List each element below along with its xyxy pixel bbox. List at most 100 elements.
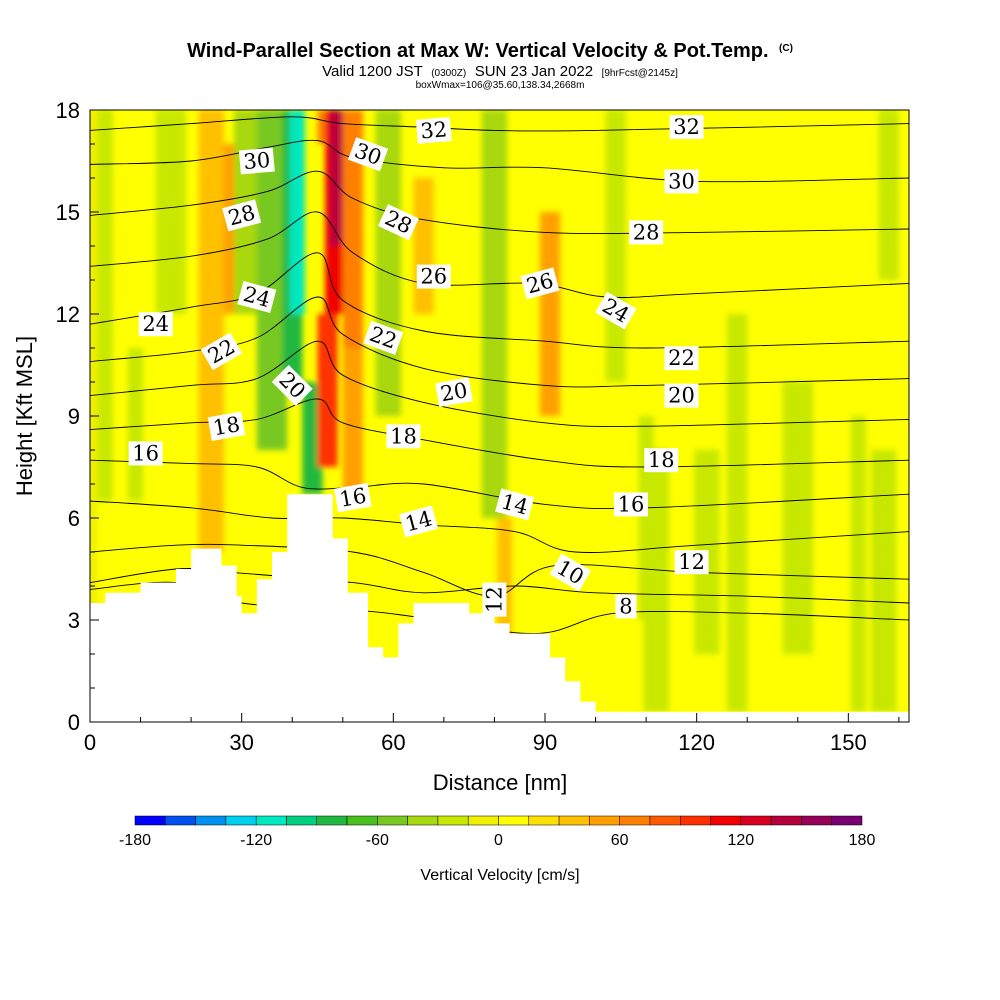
contour-label-background bbox=[347, 137, 389, 172]
contour-label-background bbox=[664, 346, 699, 371]
colorbar-tick-label: -60 bbox=[366, 832, 389, 849]
contour-label-text: 26 bbox=[420, 265, 447, 289]
contour-label: 18 bbox=[386, 424, 421, 449]
contour-label-text: 12 bbox=[678, 550, 705, 574]
contour-label: 32 bbox=[415, 116, 452, 144]
chart-subtitle: Valid 1200 JST (0300Z) SUN 23 Jan 2022 [… bbox=[322, 63, 678, 80]
contour-label: 16 bbox=[128, 441, 163, 466]
velocity-band bbox=[198, 110, 224, 552]
contour-label-background bbox=[386, 424, 421, 449]
colorbar-swatch bbox=[619, 815, 651, 826]
contour-label-background bbox=[664, 169, 699, 194]
velocity-band bbox=[289, 110, 305, 314]
x-tick-label: 60 bbox=[381, 730, 405, 755]
colorbar-swatch bbox=[589, 815, 620, 826]
y-tick-label: 6 bbox=[68, 506, 80, 531]
contour-label: 24 bbox=[138, 312, 173, 337]
contour-label: 14 bbox=[495, 488, 535, 521]
y-tick-label: 9 bbox=[68, 404, 80, 429]
x-tick-label: 120 bbox=[678, 730, 715, 755]
contour-label-background bbox=[222, 199, 262, 232]
theta-contour bbox=[90, 116, 909, 132]
contour-label: 20 bbox=[435, 377, 473, 407]
y-axis-label: Height [Kft MSL] bbox=[12, 336, 37, 496]
contour-label-text: 16 bbox=[132, 441, 159, 465]
velocity-band bbox=[539, 212, 561, 416]
velocity-band bbox=[878, 110, 899, 280]
theta-contour bbox=[90, 340, 909, 427]
chart-title: Wind-Parallel Section at Max W: Vertical… bbox=[187, 40, 793, 62]
colorbar-swatch bbox=[710, 815, 742, 826]
y-tick-label: 18 bbox=[56, 98, 80, 123]
colorbar-swatch bbox=[740, 815, 772, 826]
contour-label-background bbox=[664, 383, 699, 408]
contour-label-background bbox=[128, 441, 163, 466]
colorbar-tick-label: 0 bbox=[494, 832, 503, 849]
velocity-band bbox=[413, 178, 434, 314]
theta-contour bbox=[90, 252, 909, 349]
contour-label-text: 8 bbox=[619, 594, 632, 618]
contour-label-background bbox=[200, 332, 243, 371]
velocity-band bbox=[317, 110, 328, 144]
contour-label-background bbox=[435, 377, 473, 407]
contour-label-background bbox=[138, 312, 173, 337]
colorbar-swatch bbox=[770, 815, 802, 826]
contour-label-background bbox=[674, 550, 709, 575]
y-axis: 0 3 6 9 12 15 18 bbox=[56, 98, 99, 735]
contour-label-background bbox=[520, 267, 560, 300]
contour-label-text: 30 bbox=[242, 148, 271, 174]
valid-utc: (0300Z) bbox=[431, 68, 466, 79]
contour-label-background bbox=[363, 320, 404, 355]
x-tick-label: 30 bbox=[229, 730, 253, 755]
contour-label: 12 bbox=[482, 582, 507, 617]
colorbar-swatch bbox=[437, 815, 469, 826]
contour-label-background bbox=[495, 488, 535, 521]
contour-label: 28 bbox=[629, 220, 664, 245]
terrain bbox=[90, 494, 909, 722]
contour-label-text: 24 bbox=[142, 312, 169, 336]
contour-label-background bbox=[238, 147, 275, 175]
contour-label: 8 bbox=[615, 594, 637, 619]
contour-label: 10 bbox=[549, 553, 592, 592]
contour-label-text: 18 bbox=[648, 448, 675, 472]
contour-label-background bbox=[595, 291, 637, 330]
velocity-band bbox=[97, 110, 113, 501]
contour-label-background bbox=[207, 411, 246, 441]
terrain-profile bbox=[90, 494, 909, 722]
colorbar-tick-label: 120 bbox=[727, 832, 754, 849]
contour-label-text: 18 bbox=[390, 424, 417, 448]
velocity-band bbox=[643, 450, 669, 712]
contour-label-background bbox=[416, 264, 451, 289]
colorbar-swatch bbox=[680, 815, 711, 826]
contour-label-background bbox=[271, 364, 313, 406]
contour-label-text: 30 bbox=[668, 169, 695, 193]
colorbar-swatch bbox=[346, 815, 378, 826]
colorbar-tick-label: -180 bbox=[119, 832, 151, 849]
colorbar-label: Vertical Velocity [cm/s] bbox=[420, 867, 579, 884]
velocity-band bbox=[496, 518, 513, 637]
colorbar-swatch bbox=[255, 815, 287, 826]
contour-label-text: 16 bbox=[338, 483, 368, 511]
velocity-band bbox=[605, 110, 626, 382]
contour-label: 18 bbox=[644, 448, 679, 473]
x-tick-label: 90 bbox=[533, 730, 557, 755]
colorbar-swatch bbox=[165, 815, 196, 826]
velocity-band bbox=[127, 348, 144, 501]
y-tick-label: 0 bbox=[68, 710, 80, 735]
colorbar-tick-label: 60 bbox=[611, 832, 629, 849]
velocity-band bbox=[330, 110, 346, 246]
copyright-mark: (C) bbox=[779, 43, 793, 54]
contour-label-background bbox=[334, 482, 372, 513]
contour-label: 32 bbox=[669, 115, 704, 139]
colorbar-swatch bbox=[467, 815, 499, 826]
y-tick-label: 15 bbox=[56, 200, 80, 225]
contour-label: 30 bbox=[238, 147, 275, 175]
contour-label-text: 12 bbox=[482, 586, 506, 613]
contour-label-text: 20 bbox=[668, 384, 695, 408]
velocity-band bbox=[727, 314, 748, 712]
contour-label-text: 18 bbox=[211, 412, 241, 440]
colorbar: -180 -120 -60 0 60 120 180 bbox=[119, 815, 875, 849]
velocity-band bbox=[342, 110, 363, 348]
